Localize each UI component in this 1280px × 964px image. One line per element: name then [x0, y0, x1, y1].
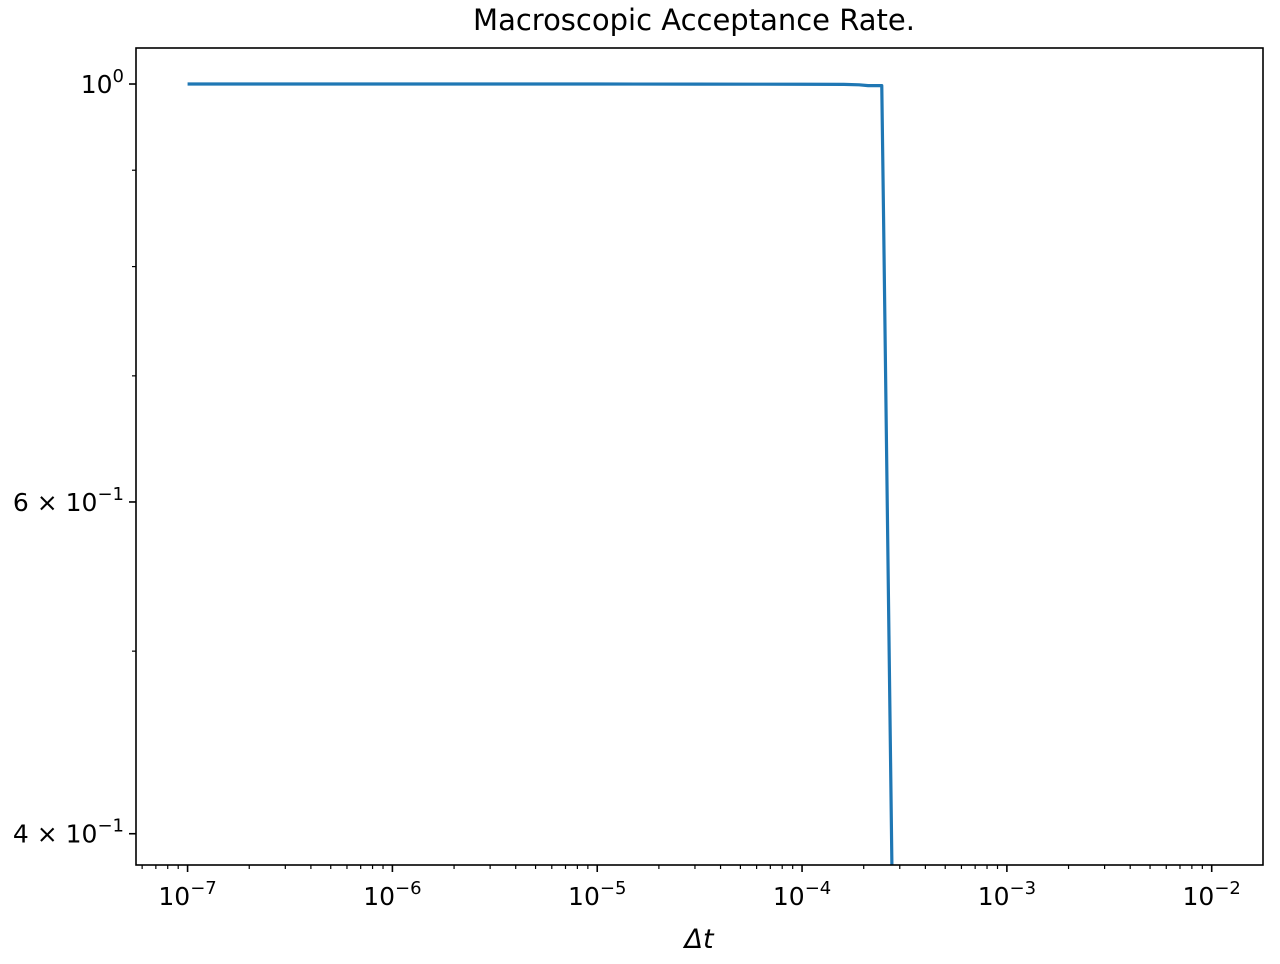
x-tick-label: 10−7 — [158, 878, 216, 911]
series-line — [187, 82, 894, 865]
x-axis: 10−7 10−6 10−5 10−4 10−3 10−2 — [141, 865, 1241, 911]
plot-frame — [135, 47, 1264, 866]
x-axis-label: Δt — [682, 924, 714, 955]
y-tick-label: 100 — [81, 66, 124, 99]
y-tick-label: 4 × 10−1 — [13, 816, 124, 849]
chart-title: Macroscopic Acceptance Rate. — [473, 3, 915, 37]
x-tick-label: 10−3 — [978, 878, 1036, 911]
x-tick-label: 10−6 — [363, 878, 421, 911]
y-axis: 100 6 × 10−1 4 × 10−1 — [13, 66, 136, 849]
plot-area — [187, 82, 894, 865]
x-tick-label: 10−4 — [773, 878, 831, 911]
x-tick-label: 10−5 — [568, 878, 626, 911]
y-tick-label: 6 × 10−1 — [13, 484, 124, 517]
x-tick-label: 10−2 — [1183, 878, 1241, 911]
